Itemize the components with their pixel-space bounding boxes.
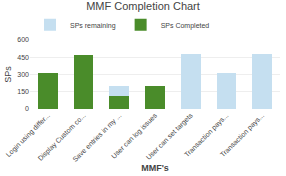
svg-text:SPs remaining: SPs remaining [70, 22, 116, 30]
svg-text:MMF Completion Chart: MMF Completion Chart [86, 0, 200, 12]
svg-text:600: 600 [17, 36, 29, 43]
svg-text:SPs: SPs [3, 66, 13, 83]
svg-text:SPs Completed: SPs Completed [161, 22, 210, 30]
svg-text:Save entries in my ...: Save entries in my ... [71, 112, 123, 164]
svg-text:300: 300 [17, 71, 29, 78]
svg-text:MMF's: MMF's [141, 163, 169, 173]
svg-text:Login using differ...: Login using differ... [5, 112, 52, 159]
svg-text:Display Custom co...: Display Custom co... [36, 112, 87, 163]
svg-text:Transaction pays...: Transaction pays... [219, 112, 266, 159]
svg-text:0: 0 [25, 105, 29, 112]
svg-text:450: 450 [17, 54, 29, 61]
svg-text:User can log issues: User can log issues [110, 111, 159, 160]
svg-text:User can set targets: User can set targets [145, 111, 195, 161]
svg-text:150: 150 [17, 88, 29, 95]
svg-text:Transaction pays...: Transaction pays... [183, 112, 230, 159]
